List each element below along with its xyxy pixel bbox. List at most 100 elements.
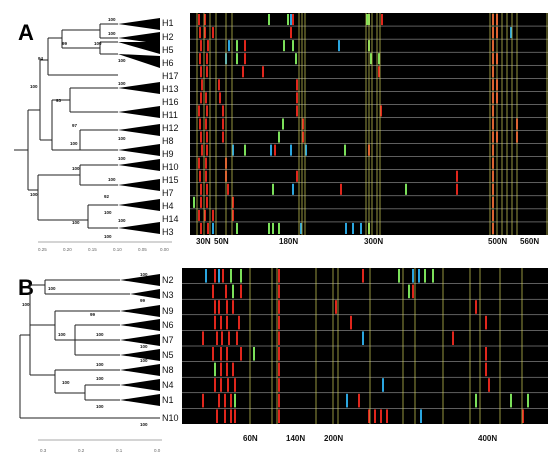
bootstrap-value: 92	[104, 194, 110, 199]
panel-a-letter: A	[18, 20, 34, 45]
mutation-mark	[236, 222, 238, 234]
mutation-mark	[200, 92, 202, 104]
mutation-mark	[398, 269, 400, 283]
bootstrap-value: 100	[72, 220, 80, 225]
mutation-mark	[216, 331, 218, 345]
mutation-mark	[198, 105, 200, 117]
leaf-label-n3: N3	[162, 290, 174, 300]
panel-b: B	[18, 268, 548, 453]
mutation-mark	[206, 66, 208, 78]
mutation-mark	[214, 315, 216, 330]
position-label-60n: 60N	[243, 434, 258, 443]
mutation-mark	[198, 209, 200, 221]
mutation-mark	[232, 144, 234, 156]
mutation-mark	[302, 131, 304, 143]
leaf-label-h1: H1	[162, 18, 174, 28]
mutation-mark	[272, 183, 274, 195]
leaf-label-n1: N1	[162, 395, 174, 405]
position-label-400n: 400N	[478, 434, 497, 443]
mutation-mark	[220, 315, 222, 330]
mutation-mark	[290, 27, 292, 39]
bootstrap-value: 100	[140, 422, 148, 427]
mutation-mark	[202, 393, 204, 408]
mutation-mark	[216, 409, 218, 423]
mutation-mark	[485, 347, 487, 361]
mutation-mark	[485, 362, 487, 377]
mutation-mark	[200, 222, 202, 234]
bootstrap-value: 100	[140, 358, 148, 363]
mutation-mark	[212, 347, 214, 361]
mutation-mark	[212, 284, 214, 299]
mutation-mark	[278, 131, 280, 143]
mutation-mark	[220, 347, 222, 361]
mutation-mark	[222, 118, 224, 130]
position-label-560n: 560N	[520, 237, 539, 246]
leaf-label-h11: H11	[162, 110, 178, 120]
bootstrap-value: 100	[104, 234, 112, 239]
axis-tick-label: 0.15	[88, 247, 97, 252]
position-label-180n: 180N	[279, 237, 298, 246]
mutation-mark	[268, 14, 270, 26]
bootstrap-value: 100	[96, 404, 104, 409]
mutation-mark	[244, 144, 246, 156]
bootstrap-value: 100	[48, 286, 56, 291]
mutation-mark	[287, 14, 289, 26]
leaf-label-h12: H12	[162, 123, 179, 133]
mutation-mark	[292, 14, 294, 26]
bootstrap-value: 100	[118, 81, 126, 86]
mutation-mark	[296, 92, 298, 104]
mutation-mark	[232, 284, 234, 299]
mutation-mark	[278, 284, 280, 299]
bootstrap-value: 100	[118, 218, 126, 223]
panel-a-collapsed-clades	[118, 18, 160, 234]
mutation-mark	[218, 79, 220, 91]
mutation-mark	[338, 40, 340, 52]
mutation-mark	[218, 269, 220, 283]
mutation-mark	[201, 79, 203, 91]
leaf-label-h9: H9	[162, 149, 174, 159]
bootstrap-value: 94	[38, 56, 44, 61]
mutation-mark	[205, 269, 207, 283]
mutation-mark	[200, 131, 202, 143]
mutation-mark	[510, 27, 512, 39]
leaf-label-h8: H8	[162, 136, 174, 146]
bootstrap-value: 100	[58, 332, 66, 337]
mutation-mark	[346, 393, 348, 408]
position-guides	[196, 13, 548, 235]
mutation-mark	[240, 284, 242, 299]
mutation-mark	[418, 269, 420, 283]
bootstrap-value: 97	[72, 123, 78, 128]
axis-tick-label: 0.1	[116, 448, 123, 453]
mutation-mark	[432, 269, 434, 283]
mutation-mark	[300, 222, 302, 234]
mutation-mark	[253, 347, 255, 361]
mutation-mark	[202, 331, 204, 345]
panel-a: A	[14, 13, 548, 252]
mutation-mark	[206, 183, 208, 195]
mutation-mark	[278, 269, 280, 283]
mutation-mark	[370, 53, 372, 65]
bootstrap-value: 93	[56, 98, 62, 103]
bootstrap-value: 100	[30, 84, 38, 89]
bootstrap-value: 100	[96, 376, 104, 381]
mutation-mark	[206, 53, 208, 65]
mutation-mark	[222, 131, 224, 143]
mutation-mark	[199, 53, 201, 65]
mutation-mark	[236, 331, 238, 345]
bootstrap-value: 100	[118, 58, 126, 63]
mutation-mark	[212, 209, 214, 221]
panel-b-alignment	[182, 268, 548, 424]
mutation-mark	[214, 269, 216, 283]
panel-b-letter: B	[18, 275, 34, 300]
mutation-mark	[272, 222, 274, 234]
mutation-mark	[244, 53, 246, 65]
mutation-mark	[412, 269, 414, 283]
bootstrap-value: 100	[118, 156, 126, 161]
mutation-mark	[200, 40, 202, 52]
mutation-mark	[226, 347, 228, 361]
mutation-mark	[368, 409, 370, 423]
mutation-mark	[366, 14, 368, 26]
leaf-label-h2: H2	[162, 32, 174, 42]
bootstrap-value: 100	[104, 210, 112, 215]
mutation-mark	[220, 362, 222, 377]
